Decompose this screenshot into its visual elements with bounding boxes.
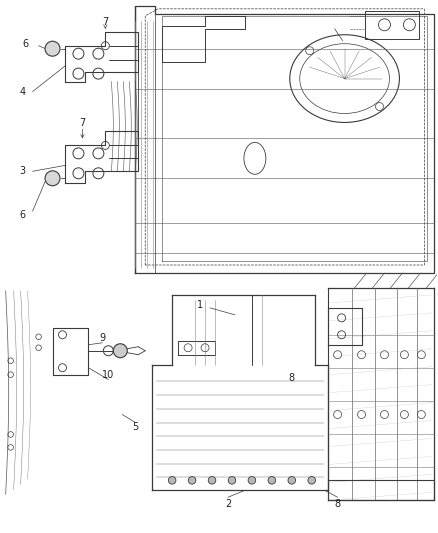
Text: 8: 8	[289, 373, 295, 383]
Text: 2: 2	[225, 499, 231, 509]
Text: 7: 7	[102, 17, 109, 27]
Circle shape	[45, 41, 60, 56]
Circle shape	[45, 171, 60, 186]
Text: 10: 10	[102, 370, 114, 379]
Circle shape	[168, 477, 176, 484]
Text: 9: 9	[99, 333, 106, 343]
Text: 8: 8	[335, 499, 341, 509]
Text: 4: 4	[20, 86, 26, 96]
Circle shape	[228, 477, 236, 484]
Circle shape	[308, 477, 315, 484]
Circle shape	[288, 477, 296, 484]
Text: 1: 1	[197, 300, 203, 310]
Text: 3: 3	[20, 166, 26, 176]
Text: 6: 6	[22, 39, 28, 49]
Circle shape	[248, 477, 256, 484]
Circle shape	[113, 344, 127, 358]
Text: 5: 5	[132, 423, 138, 432]
Circle shape	[208, 477, 216, 484]
Text: 7: 7	[79, 118, 85, 128]
Circle shape	[268, 477, 276, 484]
Text: 6: 6	[20, 210, 26, 220]
Circle shape	[188, 477, 196, 484]
Bar	[364, 11, 419, 39]
